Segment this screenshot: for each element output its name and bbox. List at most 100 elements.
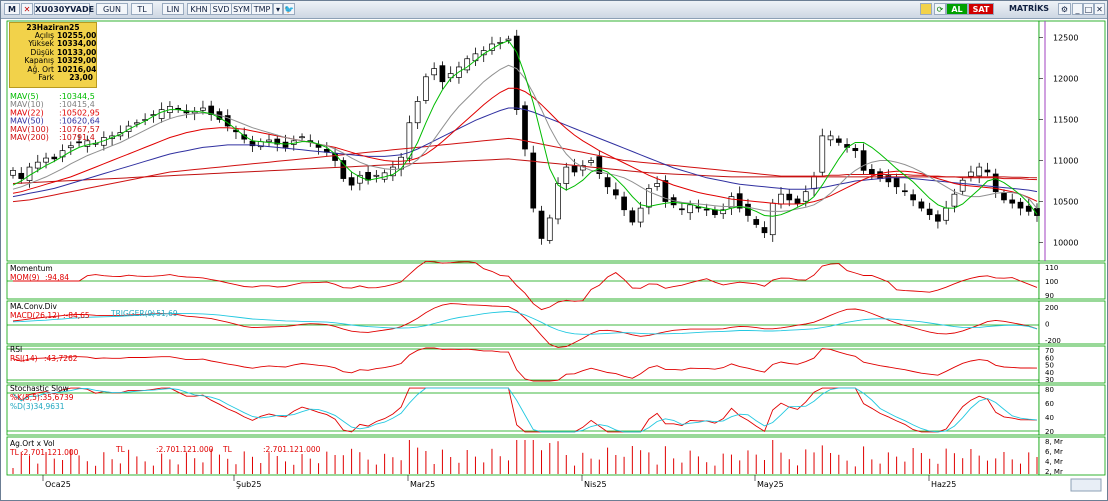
candle-body <box>976 166 983 177</box>
svd-button[interactable]: SVD <box>210 3 232 15</box>
ma-legend-name: MAV(22) <box>10 108 44 117</box>
refresh-icon[interactable]: ⟳ <box>934 3 946 15</box>
candle-body <box>827 135 834 141</box>
candle-body <box>646 188 652 208</box>
price-tick-label: 10500 <box>1053 198 1078 207</box>
info-key: Yüksek <box>28 39 54 49</box>
candle-body <box>431 68 438 76</box>
buy-button[interactable]: AL <box>946 3 968 15</box>
panel-label: MA.Conv.Div <box>10 302 58 311</box>
candle-body <box>596 156 603 174</box>
price-tick-label: 12500 <box>1053 33 1078 42</box>
candle-body <box>885 175 892 183</box>
panel-frame <box>6 300 1040 345</box>
ma100-line <box>12 137 1038 203</box>
axis-frame <box>1038 384 1106 436</box>
candle-body <box>637 207 644 223</box>
khn-button[interactable]: KHN <box>187 3 211 15</box>
candle-body <box>51 156 58 160</box>
candle-body <box>555 183 561 220</box>
panel-frame <box>6 384 1040 436</box>
panel-label: :34,9631 <box>31 402 65 411</box>
candle-body <box>687 204 694 214</box>
price-tick-label: 12000 <box>1053 74 1078 83</box>
ma-legend-name: MAV(5) <box>10 92 39 101</box>
candle-body <box>654 183 660 187</box>
minimize-button[interactable]: _ <box>1072 3 1083 15</box>
candle-body <box>1017 201 1024 209</box>
candle-body <box>992 173 999 193</box>
price-candles <box>10 29 1040 245</box>
candle-body <box>1009 199 1016 204</box>
candle-body <box>769 202 776 236</box>
sym-button[interactable]: SYM <box>231 3 252 15</box>
candle-body <box>398 156 404 170</box>
panel-tick-label: 110 <box>1045 264 1058 272</box>
ma-legend-name: MAV(10) <box>10 100 44 109</box>
candle-body <box>76 141 82 144</box>
ma-legend-value: :10791,4 <box>59 133 95 142</box>
candle-body <box>563 166 570 184</box>
panel-tick-label: 40 <box>1045 369 1054 377</box>
tmp-button[interactable]: TMP <box>251 3 273 15</box>
ma-legend-name: MAV(100) <box>10 125 49 134</box>
candle-body <box>935 214 941 222</box>
panel-frame <box>6 436 1040 476</box>
panel-label: RSI <box>10 345 22 354</box>
price-axis: 12500 12000 11500 11000 10500 10000 <box>1039 33 1078 248</box>
sell-button[interactable]: SAT <box>968 3 994 15</box>
momentum-line <box>13 260 1038 311</box>
panel-label: TL <box>222 445 233 454</box>
panel-label: %D(3) <box>10 402 34 411</box>
panel-frame <box>6 345 1040 384</box>
ma-legend-name: MAV(200) <box>10 133 49 142</box>
panel-label: :43,7262 <box>44 354 78 363</box>
ma22-line <box>12 87 1038 205</box>
info-value: 10334,00 <box>57 39 97 49</box>
panel-label: Stochastic Slow <box>10 384 69 393</box>
candle-body <box>538 210 545 239</box>
color-swatch-icon[interactable] <box>920 3 932 15</box>
candle-body <box>266 139 272 142</box>
brand-logo: MATRİKS <box>1008 4 1050 13</box>
ma200-line <box>12 158 1038 184</box>
candle-body <box>612 189 619 196</box>
close-symbol-icon[interactable]: ✕ <box>21 3 33 15</box>
maximize-button[interactable]: □ <box>1083 3 1094 15</box>
month-label: Haz25 <box>931 480 956 489</box>
dropdown-arrow-icon[interactable]: ▾ <box>273 3 283 15</box>
candle-body <box>604 177 611 188</box>
candle-body <box>968 171 974 177</box>
scroll-control <box>1070 478 1102 492</box>
ohlc-info-box: 23Haziran25 Açılış 10255,00 Yüksek 10334,0… <box>9 22 97 88</box>
scale-button[interactable]: LIN <box>162 3 184 15</box>
ma10-line <box>12 64 1038 212</box>
candle-body <box>629 210 636 223</box>
moving-average-lines <box>12 40 1038 217</box>
month-label: Nis25 <box>584 480 607 489</box>
price-tick-label: 11000 <box>1053 157 1078 166</box>
panel-label: TRIGGER(9) <box>110 309 155 318</box>
menu-button[interactable]: M <box>4 3 20 15</box>
candle-body <box>1025 205 1032 212</box>
macd-line <box>12 303 1038 348</box>
panel-tick-label: 80 <box>1045 386 1054 394</box>
panel-label: MACD(26,12) <box>10 311 60 320</box>
candle-body <box>786 193 793 201</box>
period-button[interactable]: GUN <box>96 3 128 15</box>
settings-icon[interactable]: ⚙ <box>1058 3 1071 15</box>
month-label: Mar25 <box>410 480 435 489</box>
close-button[interactable]: ✕ <box>1094 3 1105 15</box>
twitter-icon[interactable]: 🐦 <box>283 3 295 15</box>
symbol-field[interactable]: XU030YVADE <box>34 3 95 15</box>
info-value: 10216,04 <box>57 64 97 74</box>
candle-body <box>10 170 16 176</box>
candle-body <box>34 161 41 169</box>
candle-body <box>208 105 215 115</box>
currency-button[interactable]: TL <box>131 3 153 15</box>
ma-legend-value: :10502,95 <box>59 108 100 117</box>
axis-frame <box>1038 300 1106 345</box>
ma-legend-value: :10620,64 <box>59 117 100 126</box>
